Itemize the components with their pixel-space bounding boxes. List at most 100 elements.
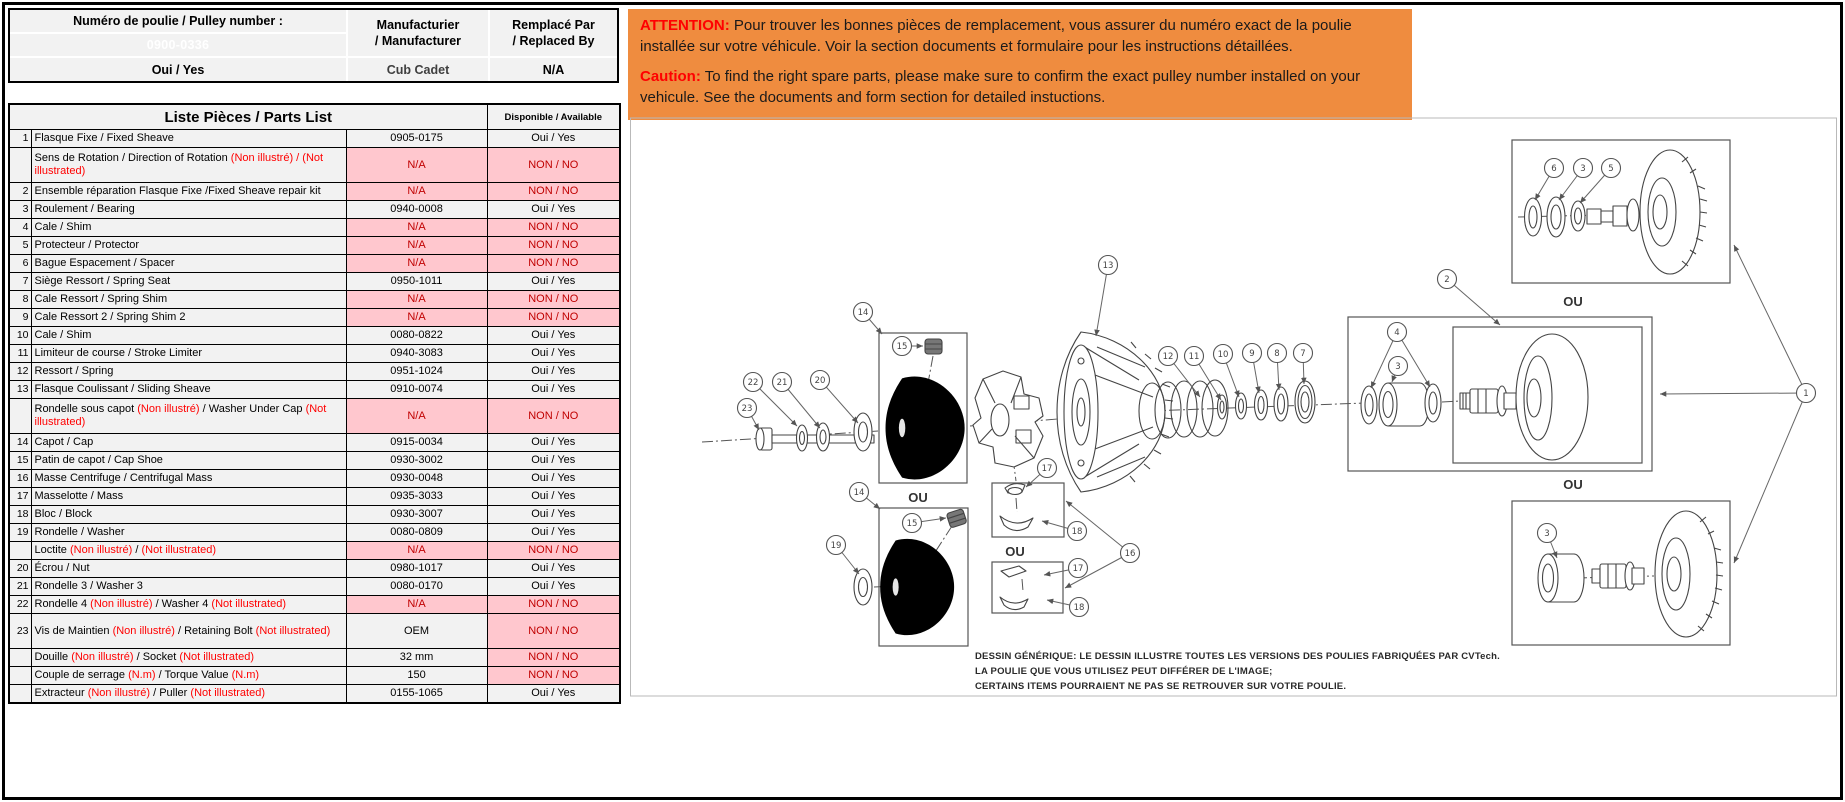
callout-bubble	[1067, 557, 1089, 579]
row-number-cell: 5	[8, 236, 32, 255]
table-row: Douille (Non illustré) / Socket (Not ill…	[8, 648, 621, 667]
availability-cell: Oui / Yes	[486, 433, 621, 452]
callout-bubble	[1066, 520, 1088, 542]
table-row: Rondelle sous capot (Non illustré) / Was…	[8, 398, 621, 434]
replaced-by-value: N/A	[490, 58, 617, 81]
callout-number: 17	[1042, 464, 1053, 474]
part-description-cell: Protecteur / Protector	[30, 236, 347, 255]
part-description-cell: Loctite (Non illustré) / (Not illustrate…	[30, 541, 347, 560]
row-number-cell: 13	[8, 380, 32, 399]
part-group-box	[1511, 139, 1731, 284]
row-number-cell	[8, 666, 32, 685]
part-description-cell: Siège Ressort / Spring Seat	[30, 272, 347, 291]
part-description-cell: Cale / Shim	[30, 326, 347, 345]
callout-bubble	[1292, 342, 1314, 364]
part-description-cell: Ressort / Spring	[30, 362, 347, 381]
callout-number: 13	[1103, 261, 1114, 271]
row-number-cell: 9	[8, 308, 32, 327]
attention-paragraph-fr: ATTENTION: Pour trouver les bonnes pièce…	[640, 17, 1352, 56]
row-number-cell: 1	[8, 129, 32, 148]
table-row: 17 Masselotte / Mass 0935-3033 Oui / Yes	[8, 487, 621, 506]
table-row: 20 Écrou / Nut 0980-1017 Oui / Yes	[8, 559, 621, 578]
availability-cell: NON / NO	[486, 648, 621, 667]
table-row: 2 Ensemble réparation Flasque Fixe /Fixed…	[8, 182, 621, 201]
mass-and-block-shoes-art	[999, 482, 1034, 611]
or-label: OU	[1563, 294, 1583, 309]
part-number-cell: 150	[345, 666, 488, 685]
callout-number: 11	[1189, 352, 1200, 362]
part-description-cell: Couple de serrage (N.m) / Torque Value (…	[30, 666, 347, 685]
availability-cell: Oui / Yes	[486, 559, 621, 578]
availability-cell: NON / NO	[486, 666, 621, 685]
callout-number: 15	[897, 342, 908, 352]
table-row: 16 Masse Centrifuge / Centrifugal Mass 093…	[8, 469, 621, 488]
bushing-variant-bottom-art	[1537, 510, 1724, 638]
part-group-box	[991, 482, 1065, 538]
row-number-cell	[8, 684, 32, 704]
callout-number: 1	[1803, 389, 1808, 399]
parts-table-title: Liste Pièces / Parts List	[8, 103, 488, 130]
callout-number: 23	[742, 404, 753, 414]
callout-leader-line	[1065, 500, 1131, 554]
part-number-cell: 0980-1017	[345, 559, 488, 578]
or-label: OU	[908, 490, 928, 505]
availability-cell: Oui / Yes	[486, 523, 621, 542]
part-group-box	[1347, 316, 1653, 472]
callout-number: 3	[1580, 164, 1585, 174]
table-row: 22 Rondelle 4 (Non illustré) / Washer 4 (…	[8, 595, 621, 614]
available-column-header: Disponible / Available	[486, 103, 621, 130]
availability-cell: Oui / Yes	[486, 469, 621, 488]
callout-number: 2	[1444, 275, 1449, 285]
availability-cell: NON / NO	[486, 290, 621, 309]
callout-bubble	[1600, 157, 1622, 179]
table-row: 11 Limiteur de course / Stroke Limiter 094…	[8, 344, 621, 363]
part-description-cell: Extracteur (Non illustré) / Puller (Not …	[30, 684, 347, 704]
table-row: 19 Rondelle / Washer 0080-0809 Oui / Yes	[8, 523, 621, 542]
part-number-cell: 0940-3083	[345, 344, 488, 363]
part-number-cell: 0950-1011	[345, 272, 488, 291]
part-description-cell: Sens de Rotation / Direction of Rotation…	[30, 147, 347, 183]
callout-leader-line	[1659, 391, 1807, 397]
row-number-cell: 15	[8, 451, 32, 470]
availability-cell: Oui / Yes	[486, 577, 621, 596]
part-description-cell: Bague Espacement / Spacer	[30, 254, 347, 273]
part-number-cell: 0080-0822	[345, 326, 488, 345]
part-description-cell: Masselotte / Mass	[30, 487, 347, 506]
cap-art	[885, 376, 965, 480]
table-row: Extracteur (Non illustré) / Puller (Not …	[8, 684, 621, 704]
callout-number: 9	[1249, 349, 1254, 359]
part-description-cell: Cale Ressort / Spring Shim	[30, 290, 347, 309]
availability-cell: Oui / Yes	[486, 451, 621, 470]
pulley-exploded-diagram: 22 21 20 23 14 15 13 12 11 10 9 8 7 4 3 2 6 3 5 14 15 19 17 18 1…	[630, 110, 1840, 700]
callout-bubble	[1386, 321, 1408, 343]
callout-bubble	[901, 512, 923, 534]
part-number-cell: 0940-0008	[345, 200, 488, 219]
callout-leader-line	[1396, 331, 1431, 388]
generic-drawing-note: DESSIN GÉNÉRIQUE: LE DESSIN ILLUSTRE TOU…	[975, 651, 1500, 662]
part-number-cell: N/A	[345, 147, 488, 183]
table-row: 9 Cale Ressort 2 / Spring Shim 2 N/A NON / …	[8, 308, 621, 327]
row-number-cell	[8, 147, 32, 183]
callout-number: 19	[831, 541, 842, 551]
callout-bubble	[742, 371, 764, 393]
callout-bubble	[1387, 355, 1409, 377]
callout-bubble	[809, 369, 831, 391]
availability-cell: NON / NO	[486, 254, 621, 273]
part-number-cell: OEM	[345, 613, 488, 649]
callout-leader-line	[1733, 244, 1807, 394]
callout-bubble	[1241, 342, 1263, 364]
attention-paragraph-en: Caution: To find the right spare parts, …	[640, 67, 1361, 106]
attention-label-en: Caution:	[640, 67, 701, 85]
table-row: Loctite (Non illustré) / (Not illustrate…	[8, 541, 621, 560]
parts-rows: 1 Flasque Fixe / Fixed Sheave 0905-0175 Oui…	[8, 129, 621, 704]
row-number-cell: 8	[8, 290, 32, 309]
parts-list: Liste Pièces / Parts List Disponible / A…	[8, 103, 622, 704]
callout-number: 5	[1608, 164, 1613, 174]
table-row: 12 Ressort / Spring 0951-1024 Oui / Yes	[8, 362, 621, 381]
table-row: 15 Patin de capot / Cap Shoe 0930-3002 Oui …	[8, 451, 621, 470]
row-number-cell: 18	[8, 505, 32, 524]
availability-cell: Oui / Yes	[486, 505, 621, 524]
part-description-cell: Rondelle sous capot (Non illustré) / Was…	[30, 398, 347, 434]
cap-shoe-nut-art	[924, 338, 967, 528]
